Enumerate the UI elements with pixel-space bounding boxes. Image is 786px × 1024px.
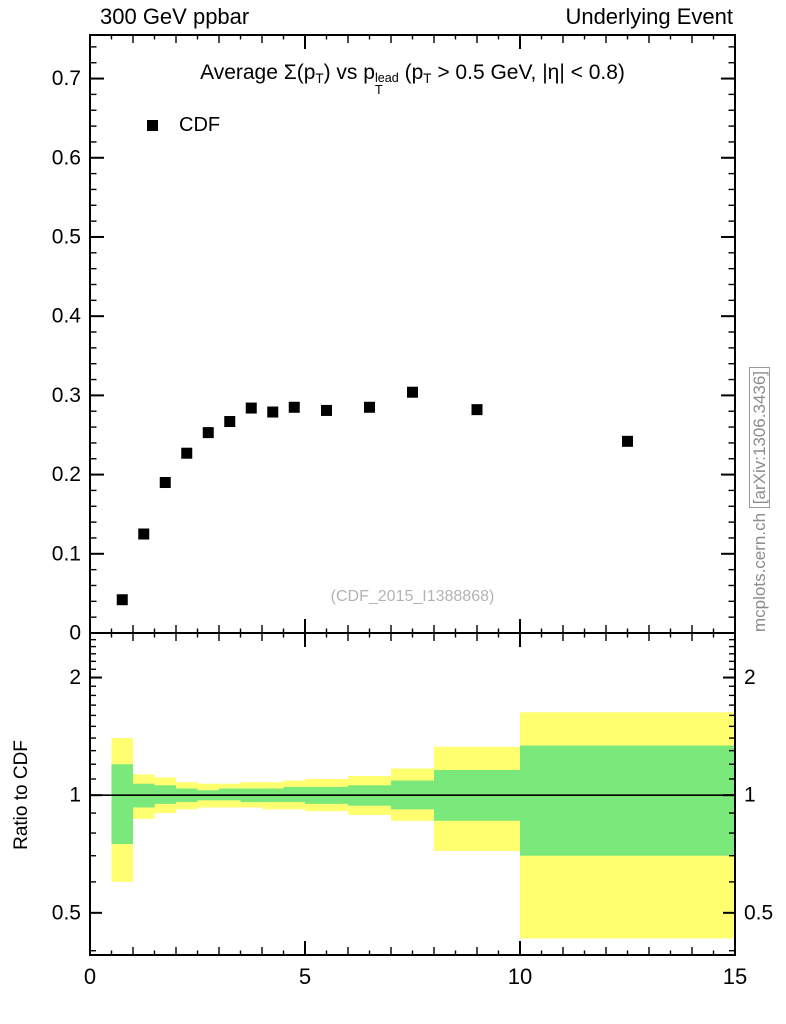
main-y-tick-label: 0 xyxy=(69,622,81,645)
title-segment: Σ(p xyxy=(283,61,316,84)
watermark-label: (CDF_2015_I1388868) xyxy=(330,588,495,605)
title-stack-part: T xyxy=(374,83,383,98)
chart-title: Average Σ(pT) vs p lead T (pT > 0.5 GeV, |… xyxy=(90,61,735,97)
title-segment: (p xyxy=(398,61,424,84)
title-sup-sub-stack: lead T xyxy=(375,72,399,97)
main-y-tick-label: 0.4 xyxy=(52,305,82,328)
ratio-y-axis-title: Ratio to CDF xyxy=(11,740,32,850)
title-segment: T xyxy=(423,70,432,86)
main-y-tick-label: 0.1 xyxy=(52,542,81,565)
title-segment: T xyxy=(315,70,324,86)
data-point xyxy=(159,477,171,489)
data-point xyxy=(364,401,375,413)
plot-header: 300 GeV ppbar Underlying Event xyxy=(90,4,735,30)
title-segment: > 0.5 GeV, |η| < 0.8) xyxy=(431,61,625,84)
x-axis-tick-label: 0 xyxy=(84,964,96,989)
data-point xyxy=(267,406,279,418)
title-stack-part: lead xyxy=(374,70,399,85)
main-y-tick-label: 0.7 xyxy=(52,67,81,90)
side-note: mcplots.cern.ch [arXiv:1306.3436] xyxy=(749,366,770,632)
side-note-site: mcplots.cern.ch xyxy=(750,508,769,632)
data-point xyxy=(622,435,633,447)
main-y-tick-label: 0.2 xyxy=(52,463,81,486)
header-beam-label: 300 GeV ppbar xyxy=(100,4,250,29)
title-segment: Average xyxy=(200,61,284,84)
ratio-y-tick-label-left: 1 xyxy=(69,784,81,807)
legend: CDF xyxy=(147,114,220,137)
data-point xyxy=(224,416,236,428)
main-y-tick-label: 0.3 xyxy=(52,384,81,407)
data-point xyxy=(138,528,150,540)
x-axis-tick-label: 15 xyxy=(723,964,747,989)
data-point xyxy=(116,594,128,606)
main-y-tick-label: 0.5 xyxy=(52,225,81,248)
header-analysis-label: Underlying Event xyxy=(565,4,733,29)
ratio-band-green xyxy=(520,745,735,856)
ratio-y-tick-label-right: 0.5 xyxy=(744,901,773,924)
data-point xyxy=(288,401,300,413)
main-y-tick-label: 0.6 xyxy=(52,146,81,169)
ratio-y-tick-label-right: 2 xyxy=(744,666,756,689)
data-point xyxy=(407,386,418,398)
ratio-y-tick-label-left: 0.5 xyxy=(52,901,81,924)
ratio-y-tick-label-right: 1 xyxy=(744,784,756,807)
ratio-band-green xyxy=(111,764,133,845)
data-point xyxy=(321,404,332,416)
title-segment: ) vs p xyxy=(323,61,375,84)
legend-label: CDF xyxy=(179,114,221,136)
data-point xyxy=(245,402,257,414)
x-axis-tick-label: 5 xyxy=(299,964,311,989)
data-point xyxy=(471,404,483,416)
legend-square-marker-icon xyxy=(147,120,158,131)
data-point xyxy=(202,427,214,439)
x-axis-tick-label: 10 xyxy=(508,964,532,989)
ratio-y-tick-label-left: 2 xyxy=(69,666,81,689)
data-point xyxy=(181,447,193,459)
side-note-arxiv: [arXiv:1306.3436] xyxy=(749,366,770,509)
